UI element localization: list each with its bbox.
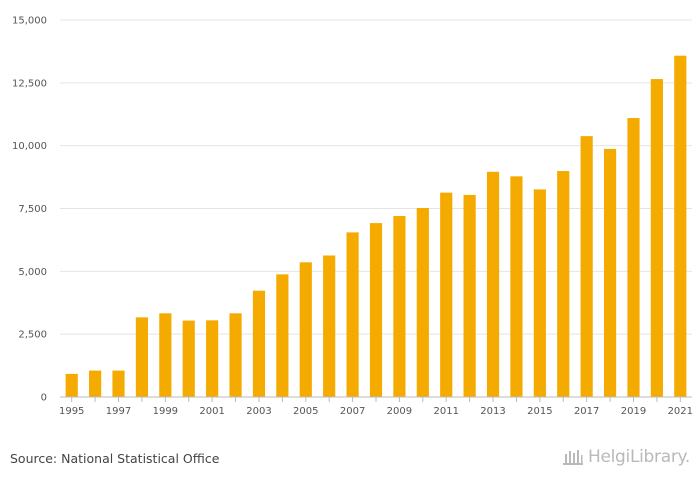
library-building-icon: [562, 450, 583, 465]
bar-2017[interactable]: [580, 136, 593, 397]
bar-2003[interactable]: [252, 290, 266, 397]
x-tick-label: 2005: [293, 406, 318, 417]
helgi-library-logo[interactable]: HelgiLibrary.: [562, 447, 690, 467]
x-tick-label: 2021: [668, 406, 693, 417]
bar-2002[interactable]: [229, 313, 242, 397]
x-tick-label: 2017: [574, 406, 599, 417]
bar-2015[interactable]: [533, 189, 546, 397]
bar-2021[interactable]: [674, 55, 687, 397]
bar-2016[interactable]: [557, 171, 570, 397]
x-axis-ticks: 1995 1997 1999 2001 2003 2005 2007 2009 2011 2013…: [59, 397, 693, 417]
bar-2006[interactable]: [323, 255, 336, 398]
bar-2007[interactable]: [346, 232, 359, 397]
x-tick-label: 1999: [153, 406, 178, 417]
y-tick-label: 0: [41, 393, 47, 404]
x-tick-label: 1995: [59, 406, 84, 417]
bar-2018[interactable]: [603, 148, 617, 397]
bar-2000[interactable]: [182, 320, 195, 397]
bar-1997[interactable]: [112, 370, 125, 397]
y-tick-label: 10,000: [12, 141, 47, 152]
bar-2014[interactable]: [510, 176, 523, 397]
bar-2011[interactable]: [440, 192, 453, 397]
brand-name: HelgiLibrary.: [587, 447, 690, 467]
y-tick-label: 12,500: [12, 78, 47, 89]
y-tick-label: 7,500: [18, 204, 47, 215]
bar-2009[interactable]: [393, 216, 406, 397]
x-tick-label: 2003: [246, 406, 271, 417]
y-tick-label: 15,000: [12, 16, 47, 27]
bars: [65, 55, 687, 398]
y-tick-label: 2,500: [18, 330, 47, 341]
x-tick-label: 2001: [199, 406, 224, 417]
bar-2001[interactable]: [206, 320, 219, 397]
x-tick-label: 2013: [480, 406, 505, 417]
x-tick-label: 2007: [340, 406, 365, 417]
bar-1995[interactable]: [65, 373, 78, 397]
x-tick-label: 2019: [621, 406, 646, 417]
x-tick-label: 2011: [433, 406, 458, 417]
source-note: Source: National Statistical Office: [10, 451, 220, 466]
y-axis-ticks: 0 2,500 5,000 7,500 10,000 12,500 15,000: [12, 16, 47, 404]
bar-1999[interactable]: [159, 313, 172, 397]
y-tick-label: 5,000: [18, 267, 47, 278]
x-tick-label: 2009: [387, 406, 412, 417]
x-tick-label: 2015: [527, 406, 552, 417]
bar-1998[interactable]: [135, 317, 149, 397]
bar-2012[interactable]: [463, 194, 476, 397]
bar-2020[interactable]: [650, 79, 663, 397]
bar-2019[interactable]: [627, 118, 640, 398]
chart-footer: Source: National Statistical Office Helg…: [0, 444, 700, 474]
bar-2013[interactable]: [486, 171, 500, 397]
bar-1996[interactable]: [89, 370, 102, 397]
bar-2010[interactable]: [416, 208, 429, 397]
bar-2005[interactable]: [299, 262, 312, 397]
x-tick-label: 1997: [106, 406, 131, 417]
bar-2004[interactable]: [276, 274, 289, 397]
bar-2008[interactable]: [369, 223, 383, 397]
